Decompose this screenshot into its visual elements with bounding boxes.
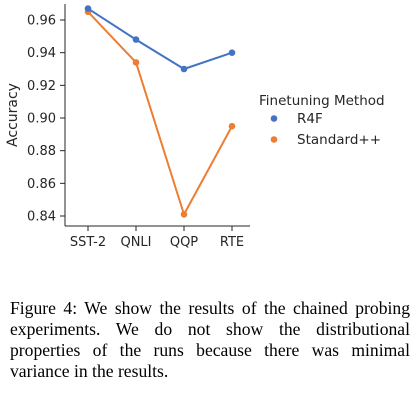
y-tick-label: 0.86	[27, 177, 56, 192]
legend-label-r4f: R4F	[297, 111, 323, 127]
legend-label-standard: Standard++	[297, 132, 381, 148]
x-tick-label: RTE	[220, 235, 244, 250]
plot-area: 0.84 0.86 0.88 0.90 0.92 0.94 0.96 SST-2 QNLI QQ…	[27, 4, 250, 250]
x-tick-label: SST-2	[70, 235, 106, 250]
figure-caption: Figure 4: We show the results of the cha…	[10, 298, 410, 381]
legend: Finetuning Method R4F Standard++	[259, 93, 385, 148]
data-point-r4f	[228, 49, 236, 56]
series-line-r4f	[87, 7, 233, 70]
data-point-standard	[180, 211, 188, 218]
y-axis-title: Accuracy	[5, 83, 21, 147]
series-layer	[84, 5, 236, 218]
y-tick-label: 0.92	[27, 79, 56, 94]
y-tick-label: 0.96	[27, 14, 56, 29]
legend-marker-r4f	[270, 115, 278, 122]
legend-title: Finetuning Method	[259, 93, 385, 109]
data-point-r4f	[132, 36, 140, 43]
x-ticks: SST-2 QNLI QQP RTE	[70, 226, 244, 250]
chart: 0.84 0.86 0.88 0.90 0.92 0.94 0.96 SST-2 QNLI QQ…	[5, 4, 385, 250]
data-point-standard	[132, 59, 140, 66]
x-tick-label: QQP	[170, 235, 198, 250]
y-tick-label: 0.88	[27, 144, 56, 159]
legend-marker-standard	[270, 136, 278, 143]
x-tick-label: QNLI	[120, 235, 151, 250]
y-tick-label: 0.94	[27, 46, 56, 61]
y-ticks: 0.84 0.86 0.88 0.90 0.92 0.94 0.96	[27, 14, 65, 225]
data-point-r4f	[180, 65, 188, 73]
y-tick-label: 0.90	[27, 112, 56, 127]
legend-items: R4F Standard++	[270, 111, 381, 148]
series-line-standard	[87, 11, 233, 216]
y-tick-label: 0.84	[27, 210, 56, 225]
data-point-standard	[228, 122, 236, 130]
data-point-r4f	[84, 5, 92, 12]
